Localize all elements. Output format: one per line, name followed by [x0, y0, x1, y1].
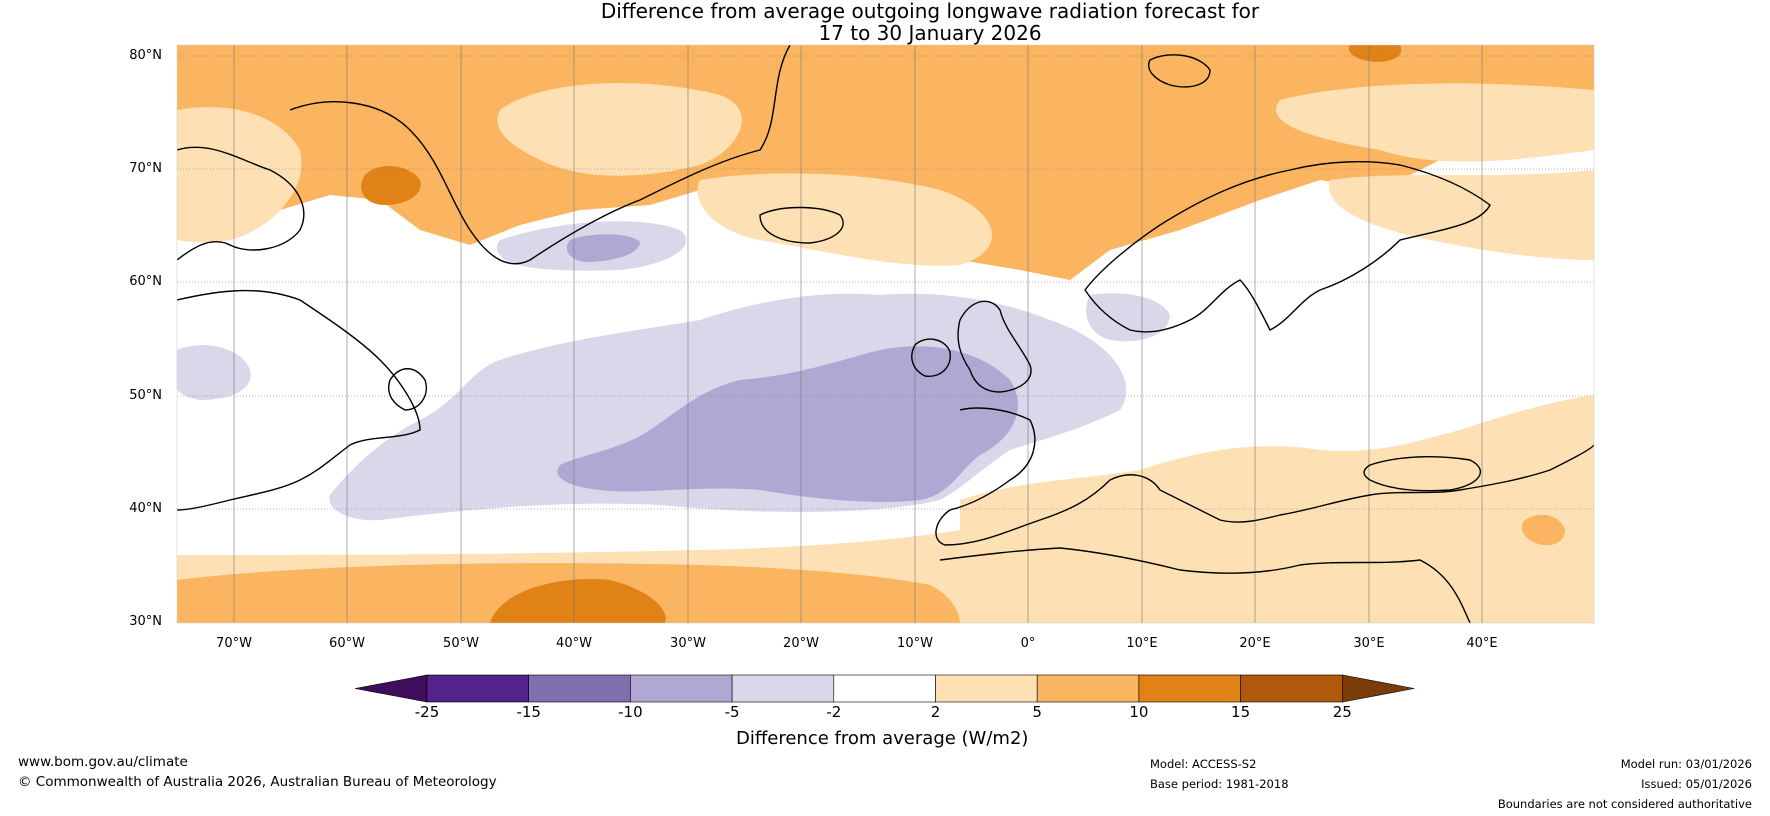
coast-greenland [289, 45, 791, 265]
lon-label-60w: 60°W [329, 636, 365, 651]
footer-copyright: © Commonwealth of Australia 2026, Austra… [18, 774, 497, 790]
lat-label-50n: 50°N [129, 388, 162, 403]
colorbar-segment--25-to--15 [426, 674, 529, 703]
colorbar-tick-label: 2 [930, 703, 941, 721]
lon-label-20w: 20°W [783, 636, 819, 651]
lon-label-50w: 50°W [443, 636, 479, 651]
chart-title-line1: Difference from average outgoing longwav… [600, 0, 1260, 23]
coast-north-africa [939, 547, 1471, 623]
graticule [177, 45, 1594, 623]
colorbar-segment--5-to--2 [731, 674, 835, 703]
field-atlantic-strong-negative [557, 346, 1019, 502]
field-north-light-4 [1328, 170, 1594, 260]
field-greenland-sea-strong [566, 234, 640, 262]
coast-britain [957, 300, 1032, 393]
lon-label-70w: 70°W [216, 636, 252, 651]
coast-scandinavia [1084, 161, 1491, 333]
colorbar-segment--2-to-2 [833, 674, 936, 703]
field-north-light-3 [697, 173, 993, 266]
lon-label-10w: 10°W [897, 636, 933, 651]
footer-base-period: Base period: 1981-2018 [1150, 777, 1289, 791]
footer-model-run: Model run: 03/01/2026 [1620, 757, 1752, 771]
lon-label-10e: 10°E [1126, 636, 1158, 651]
field-north-light-2 [1276, 83, 1594, 162]
footer-disclaimer: Boundaries are not considered authoritat… [1497, 797, 1752, 811]
colorbar-extend-high [1342, 674, 1415, 703]
coast-iberia-europe [935, 407, 1594, 546]
colorbar-tick-label: 10 [1129, 703, 1149, 721]
lat-label-40n: 40°N [129, 501, 162, 516]
field-greenland-light [177, 106, 302, 243]
lat-label-60n: 60°N [129, 274, 162, 289]
colorbar-segment-5-to-10 [1036, 674, 1140, 703]
footer-issued: Issued: 05/01/2026 [1641, 777, 1752, 791]
colorbar [354, 674, 1415, 703]
anomaly-field [177, 45, 1594, 623]
colorbar-segment-10-to-15 [1138, 674, 1241, 703]
coast-iceland [759, 206, 844, 244]
lat-label-30n: 30°N [129, 614, 162, 629]
lat-label-80n: 80°N [129, 48, 162, 63]
lon-label-0: 0° [1020, 636, 1036, 651]
colorbar-tick-label: 15 [1231, 703, 1251, 721]
coast-black-sea [1363, 456, 1482, 492]
map-frame [176, 44, 1595, 624]
field-north-sea-negative [1086, 293, 1170, 342]
colorbar-tick-label: -25 [414, 703, 440, 721]
footer-model: Model: ACCESS-S2 [1150, 757, 1257, 771]
coastlines [177, 45, 1594, 623]
coast-newfoundland [388, 368, 427, 411]
coast-ireland [911, 338, 951, 377]
chart-title-line2: 17 to 30 January 2026 [818, 21, 1042, 45]
coast-svalbard [1148, 54, 1211, 88]
colorbar-tick-label: -5 [724, 703, 740, 721]
lat-label-70n: 70°N [129, 161, 162, 176]
colorbar-segment--15-to--10 [528, 674, 631, 703]
coast-canadian-arctic [177, 146, 305, 261]
coast-labrador [177, 289, 421, 511]
field-neutral-band [177, 495, 960, 555]
colorbar-segment--10-to--5 [630, 674, 733, 703]
lon-label-30e: 30°E [1353, 636, 1385, 651]
lon-label-30w: 30°W [670, 636, 706, 651]
colorbar-tick-label: 25 [1332, 703, 1352, 721]
colorbar-tick-label: -15 [516, 703, 541, 721]
field-north-strong-1 [361, 165, 421, 205]
colorbar-label: Difference from average (W/m2) [736, 728, 1029, 749]
colorbar-tick-label: -10 [618, 703, 643, 721]
lon-label-40e: 40°E [1466, 636, 1498, 651]
colorbar-segment-2-to-5 [935, 674, 1038, 703]
footer-website[interactable]: www.bom.gov.au/climate [18, 754, 188, 770]
lon-label-40w: 40°W [556, 636, 592, 651]
field-south-strong [490, 579, 666, 623]
colorbar-segment-15-to-25 [1240, 674, 1343, 703]
lon-label-20e: 20°E [1239, 636, 1271, 651]
colorbar-tick-label: 5 [1032, 703, 1042, 721]
field-north-light-1 [497, 83, 742, 176]
field-north-strong-2 [1348, 45, 1402, 62]
colorbar-extend-low [354, 674, 428, 703]
colorbar-tick-label: -2 [826, 703, 842, 721]
field-aegean-strong [1521, 514, 1565, 546]
field-labrador-negative [177, 345, 251, 400]
